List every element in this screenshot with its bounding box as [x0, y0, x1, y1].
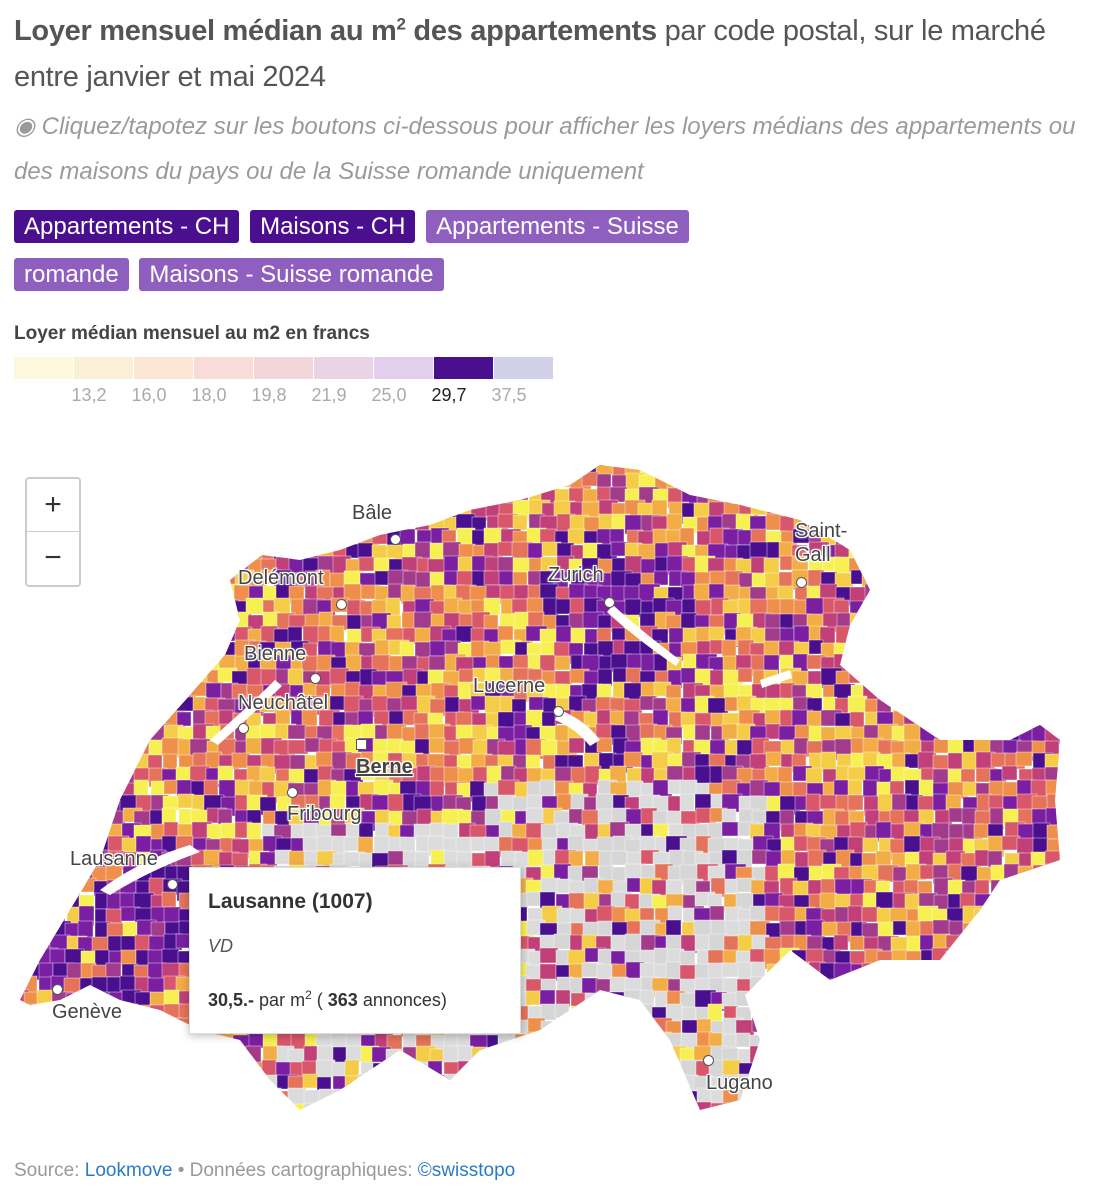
lakes	[100, 605, 792, 895]
tooltip-unit-sup: 2	[305, 988, 312, 1002]
legend-swatch	[254, 357, 313, 379]
title-regular: par code postal, sur le marché entre jan…	[14, 15, 1046, 93]
zoom-in-button[interactable]: +	[27, 479, 79, 532]
source-prefix: Source:	[14, 1160, 85, 1181]
city-marker-geneve	[52, 984, 63, 995]
button-maisons-ch[interactable]: Maisons - CH	[250, 210, 416, 243]
city-label-saint-gall: Saint-Gall	[795, 520, 848, 566]
title-bold: Loyer mensuel médian au m	[14, 15, 397, 47]
dataset-buttons: Appartements - CH Maisons - CH Apparteme…	[14, 203, 774, 299]
zoom-out-button[interactable]: −	[44, 541, 62, 574]
button-maisons-romande[interactable]: Maisons - Suisse romande	[139, 258, 444, 291]
legend-swatch	[434, 357, 493, 379]
legend-swatch	[314, 357, 373, 379]
legend-swatch	[134, 357, 193, 379]
city-marker-fribourg	[287, 787, 298, 798]
legend-threshold-label: 18,0	[191, 385, 227, 405]
city-marker-bale	[390, 534, 401, 545]
tooltip-count-label: annonces	[362, 990, 441, 1010]
city-label-lausanne: Lausanne	[70, 848, 158, 870]
legend-swatch	[74, 357, 133, 379]
city-marker-zurich	[604, 597, 615, 608]
tooltip-value: 30,5.-	[208, 990, 255, 1010]
source-line: Source: Lookmove • Données cartographiqu…	[14, 1160, 515, 1182]
zoom-control: + −	[25, 477, 81, 587]
source-link-swisstopo[interactable]: ©swisstopo	[417, 1160, 516, 1181]
map-tooltip: Lausanne (1007) VD 30,5.- par m2 ( 363 a…	[189, 867, 521, 1034]
tooltip-value-line: 30,5.- par m2 ( 363 annonces)	[208, 988, 447, 1010]
legend-threshold-label: 25,0	[371, 385, 407, 405]
legend-swatch	[194, 357, 253, 379]
title-bold-tail: des appartements	[405, 15, 657, 47]
city-label-lucerne: Lucerne	[473, 675, 546, 697]
city-label-zurich: Zurich	[548, 564, 604, 586]
legend-threshold-label: 29,7	[431, 385, 467, 405]
legend-threshold-label: 13,2	[71, 385, 107, 405]
legend-threshold-label: 19,8	[251, 385, 287, 405]
legend-threshold-label: 37,5	[491, 385, 527, 405]
city-marker-berne	[356, 739, 367, 750]
legend-labels: 13,2 16,0 18,0 19,8 21,9 25,0 29,7 37,5	[14, 385, 574, 409]
city-label-geneve: Genève	[52, 1001, 123, 1023]
city-label-bienne: Bienne	[244, 643, 307, 665]
city-label-berne: Berne	[356, 756, 413, 778]
city-label-neuchatel: Neuchâtel	[238, 692, 329, 714]
city-marker-bienne	[310, 673, 321, 684]
city-marker-neuchatel	[238, 723, 249, 734]
legend-color-scale	[14, 357, 554, 379]
city-label-bale: Bâle	[352, 502, 393, 524]
city-marker-lucerne	[553, 706, 564, 717]
city-marker-saint-gall	[796, 577, 807, 588]
legend-threshold-label: 21,9	[311, 385, 347, 405]
tooltip-title: Lausanne (1007)	[208, 890, 373, 913]
city-marker-lausanne	[167, 879, 178, 890]
city-marker-lugano	[703, 1055, 714, 1066]
tooltip-count: 363	[327, 990, 358, 1010]
button-appartements-ch[interactable]: Appartements - CH	[14, 210, 240, 243]
title-sup: 2	[396, 14, 406, 34]
legend-swatch	[494, 357, 553, 379]
city-label-delemont: Delémont	[238, 567, 324, 589]
city-label-fribourg: Fribourg	[287, 803, 362, 825]
source-middle: • Données cartographiques:	[172, 1160, 418, 1181]
legend-title: Loyer médian mensuel au m2 en francs	[14, 323, 370, 344]
city-marker-delemont	[336, 599, 347, 610]
chart-title: Loyer mensuel médian au m2 des apparteme…	[14, 8, 1089, 100]
postal-code-areas[interactable]	[8, 458, 1082, 1140]
tooltip-unit: par m	[259, 990, 306, 1010]
tooltip-canton: VD	[208, 936, 234, 956]
legend-swatch	[374, 357, 433, 379]
legend-swatch	[14, 357, 73, 379]
city-label-lugano: Lugano	[706, 1072, 773, 1094]
instructions: ◉ Cliquez/tapotez sur les boutons ci-des…	[14, 113, 1076, 185]
switzerland-choropleth-map[interactable]	[0, 440, 1101, 1160]
legend-threshold-label: 16,0	[131, 385, 167, 405]
source-link-lookmove[interactable]: Lookmove	[84, 1160, 173, 1181]
